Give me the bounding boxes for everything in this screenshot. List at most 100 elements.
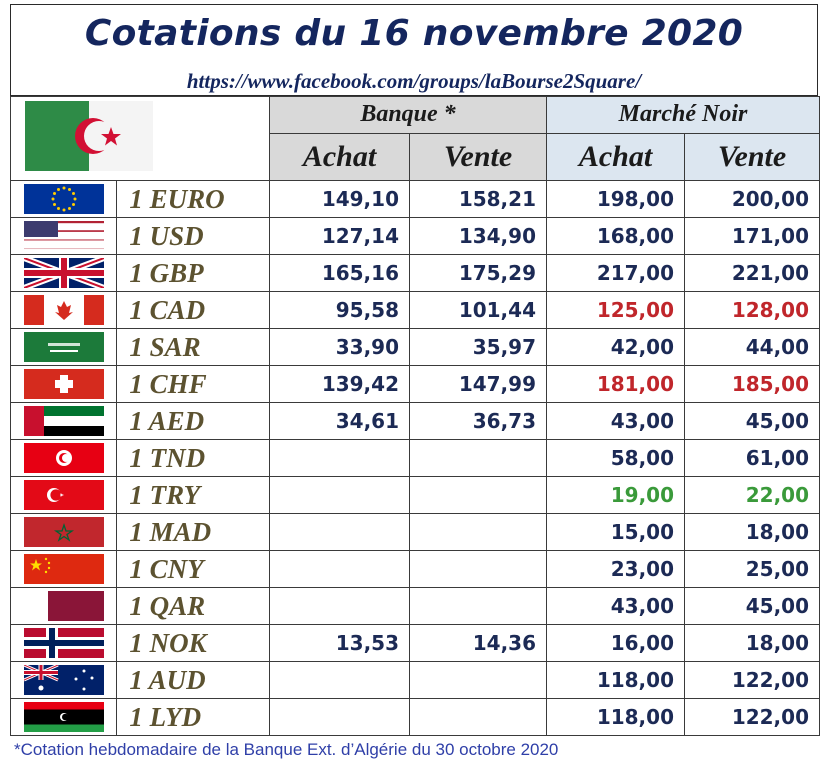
usa-flag-icon [23,221,104,250]
table-row: 1 TRY 19,00 22,00 [9,476,820,514]
currency-label: 1 NOK [116,624,270,662]
noir-vente-value: 185,00 [684,365,820,403]
swiss-flag-icon [23,369,104,399]
noir-achat-value: 19,00 [546,476,685,514]
banque-achat-value [269,661,410,699]
table-row: 1 TND 58,00 61,00 [9,439,820,477]
noir-vente-value: 44,00 [684,328,820,366]
qatar-flag-icon [23,591,104,621]
banque-achat-value [269,513,410,551]
noir-vente-value: 122,00 [684,698,820,736]
noir-vente-value: 122,00 [684,661,820,699]
flag-cell [9,476,118,514]
currency-label: 1 USD [116,217,270,255]
currency-label: 1 MAD [116,513,270,551]
table-row: 1 GBP 165,16 175,29 217,00 221,00 [9,254,820,292]
currency-label: 1 SAR [116,328,270,366]
rates-table: Banque * Marché Noir Achat Vente Achat V… [9,96,820,736]
noir-vente-value: 22,00 [684,476,820,514]
noir-achat-value: 217,00 [546,254,685,292]
currency-label: 1 TND [116,439,270,477]
currency-label: 1 CAD [116,291,270,329]
title-box: Cotations du 16 novembre 2020 https://ww… [10,4,818,96]
noir-vente-value: 25,00 [684,550,820,588]
banque-achat-value: 127,14 [269,217,410,255]
flag-cell [9,291,118,329]
table-row: 1 CAD 95,58 101,44 125,00 128,00 [9,291,820,329]
flag-cell [9,180,118,218]
noir-vente-value: 128,00 [684,291,820,329]
noir-achat-value: 181,00 [546,365,685,403]
banque-achat-value [269,698,410,736]
libya-flag-icon [23,702,104,732]
algeria-flag-icon [11,97,269,175]
currency-label: 1 CHF [116,365,270,403]
table-row: 1 QAR 43,00 45,00 [9,587,820,625]
banque-vente-value: 35,97 [409,328,547,366]
marche-noir-header: Marché Noir [546,96,820,134]
currency-label: 1 AED [116,402,270,440]
footnote: *Cotation hebdomadaire de la Banque Ext.… [14,740,559,759]
banque-achat-value [269,476,410,514]
noir-achat-value: 15,00 [546,513,685,551]
table-row: 1 USD 127,14 134,90 168,00 171,00 [9,217,820,255]
china-flag-icon [23,554,104,584]
saudi-flag-icon [23,332,104,362]
banque-vente-value [409,661,547,699]
currency-label: 1 EURO [116,180,270,218]
noir-vente-value: 200,00 [684,180,820,218]
currency-label: 1 GBP [116,254,270,292]
banque-vente-value [409,476,547,514]
noir-achat-value: 118,00 [546,661,685,699]
banque-achat-value [269,587,410,625]
flag-cell [9,661,118,699]
flag-cell [9,328,118,366]
table-row: 1 MAD 15,00 18,00 [9,513,820,551]
banque-achat-value: 34,61 [269,402,410,440]
flag-cell [9,217,118,255]
flag-cell [9,587,118,625]
banque-achat-value: 139,42 [269,365,410,403]
noir-achat-value: 198,00 [546,180,685,218]
currency-label: 1 QAR [116,587,270,625]
noir-vente-header: Vente [684,132,820,182]
currency-label: 1 TRY [116,476,270,514]
noir-vente-value: 18,00 [684,624,820,662]
banque-vente-value [409,587,547,625]
uae-flag-icon [23,406,104,436]
flag-cell [9,439,118,477]
noir-achat-value: 43,00 [546,402,685,440]
table-row: 1 CHF 139,42 147,99 181,00 185,00 [9,365,820,403]
banque-achat-value: 13,53 [269,624,410,662]
banque-vente-value: 101,44 [409,291,547,329]
banque-vente-value [409,698,547,736]
noir-achat-value: 168,00 [546,217,685,255]
noir-vente-value: 45,00 [684,402,820,440]
banque-achat-header: Achat [269,132,410,182]
noir-vente-value: 45,00 [684,587,820,625]
noir-achat-value: 125,00 [546,291,685,329]
australia-flag-icon [23,665,104,695]
flag-cell [9,698,118,736]
banque-achat-value: 165,16 [269,254,410,292]
banque-vente-value: 147,99 [409,365,547,403]
canada-flag-icon [23,295,104,325]
noir-vente-value: 61,00 [684,439,820,477]
morocco-flag-icon [23,517,104,547]
table-row: 1 NOK 13,53 14,36 16,00 18,00 [9,624,820,662]
banque-achat-value: 33,90 [269,328,410,366]
noir-achat-value: 23,00 [546,550,685,588]
banque-vente-header: Vente [409,132,547,182]
banque-vente-value: 158,21 [409,180,547,218]
banque-vente-value [409,439,547,477]
table-row: 1 EURO 149,10 158,21 198,00 200,00 [9,180,820,218]
tunisia-flag-icon [23,443,104,473]
flag-cell [9,513,118,551]
norway-flag-icon [23,628,104,658]
noir-achat-header: Achat [546,132,685,182]
algeria-flag-cell [10,96,270,181]
banque-vente-value: 14,36 [409,624,547,662]
table-row: 1 CNY 23,00 25,00 [9,550,820,588]
noir-achat-value: 58,00 [546,439,685,477]
banque-achat-value: 95,58 [269,291,410,329]
